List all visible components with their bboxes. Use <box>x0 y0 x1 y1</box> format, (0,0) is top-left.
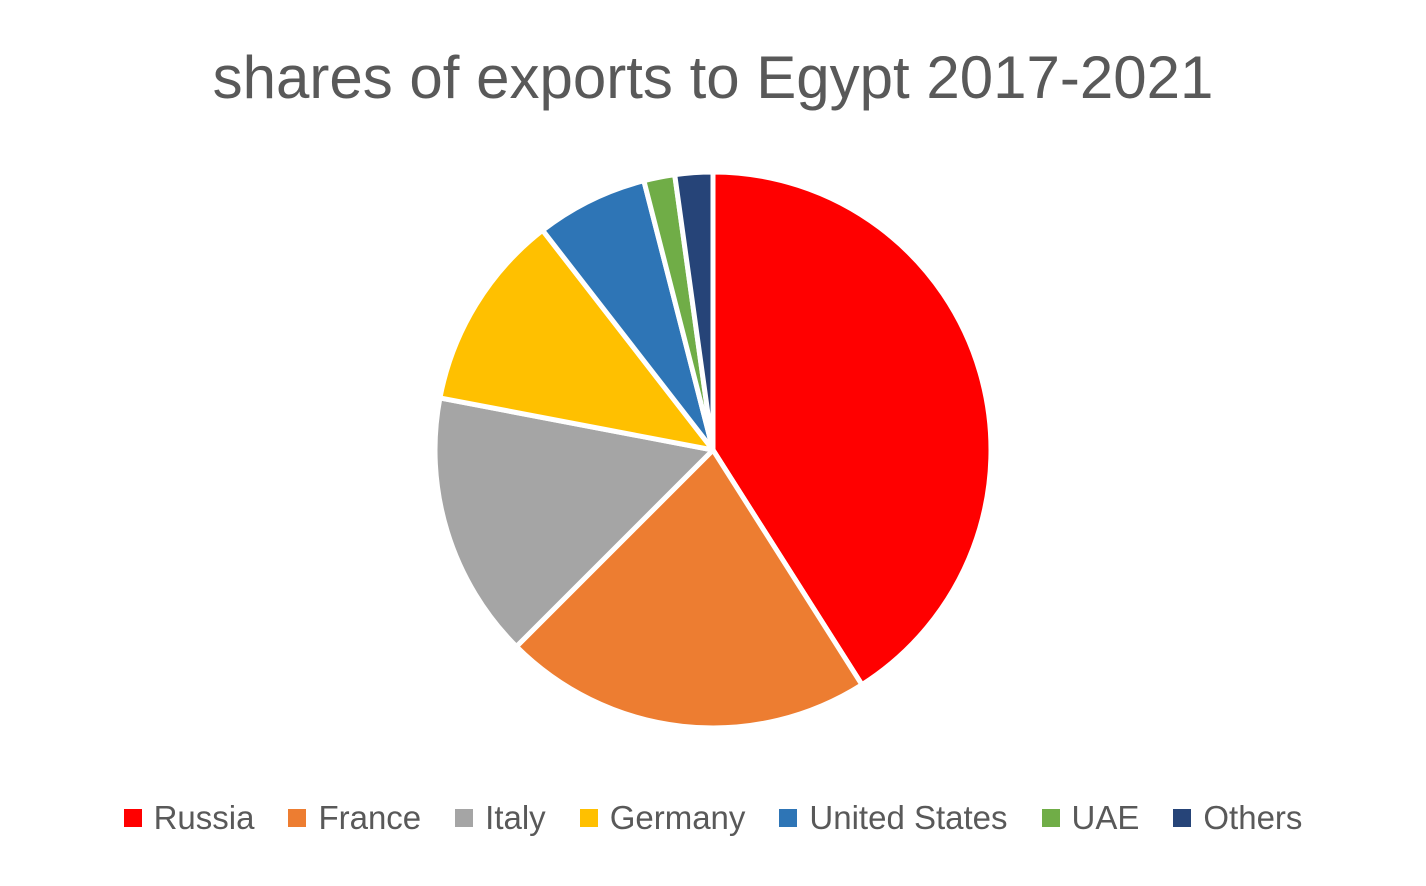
pie-slices <box>432 169 994 731</box>
pie-slice-germany <box>437 227 716 453</box>
legend-swatch-italy <box>455 809 474 827</box>
legend-item-united-states: United States <box>779 798 1008 838</box>
legend-label-russia: Russia <box>153 799 255 836</box>
legend-item-others: Others <box>1173 798 1302 838</box>
legend-label-france: France <box>318 799 422 836</box>
chart-title: shares of exports to Egypt 2017-2021 <box>212 44 1214 111</box>
legend-swatch-uae <box>1041 809 1060 827</box>
legend-item-uae: UAE <box>1041 798 1140 838</box>
legend-swatch-russia <box>123 809 142 827</box>
legend-swatch-germany <box>579 809 598 827</box>
pie-slice-france <box>513 447 865 731</box>
legend-swatch-france <box>288 809 307 827</box>
pie-slice-italy <box>432 395 716 650</box>
pie-slice-others <box>672 169 716 453</box>
legend-label-others: Others <box>1203 799 1303 836</box>
legend-swatch-others <box>1173 809 1192 827</box>
legend-label-italy: Italy <box>485 799 546 836</box>
legend-item-germany: Germany <box>579 798 746 838</box>
legend-item-russia: Russia <box>123 798 255 838</box>
legend-label-united-states: United States <box>809 799 1008 836</box>
legend-label-uae: UAE <box>1071 799 1140 836</box>
legend-item-france: France <box>288 798 421 838</box>
legend-item-italy: Italy <box>455 798 546 838</box>
legend-label-germany: Germany <box>609 799 746 836</box>
legend: Russia France Italy Germany United States UAE… <box>0 798 1426 838</box>
legend-swatch-united-states <box>779 809 798 827</box>
